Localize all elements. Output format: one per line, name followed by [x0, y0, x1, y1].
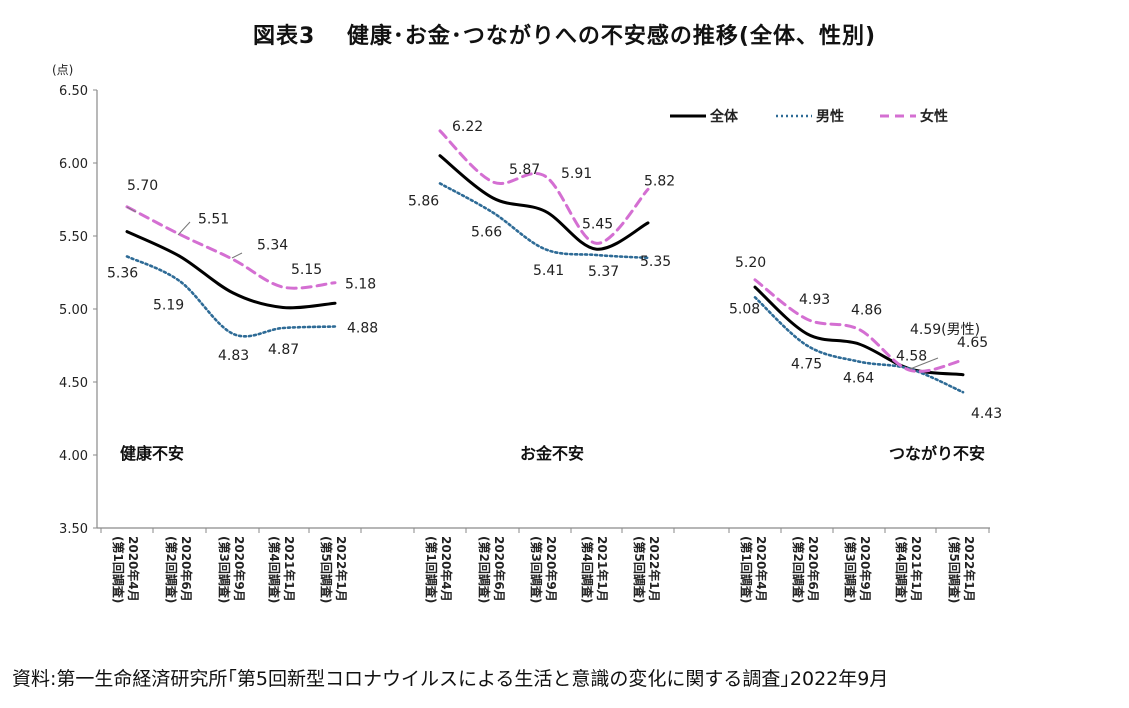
data-label-男性: 5.19	[153, 297, 184, 313]
series-line-女性	[753, 278, 965, 373]
x-tick-label-date: 2021年1月	[909, 536, 924, 602]
y-axis-unit: (点)	[52, 63, 73, 77]
y-tick-label: 5.50	[59, 230, 88, 245]
data-label-男性: 5.35	[640, 254, 671, 270]
x-tick-label-survey: (第5回調査)	[947, 536, 962, 603]
data-label-女性: 5.87	[509, 162, 540, 178]
data-label-女性: 5.34	[257, 237, 288, 253]
data-label-女性: 5.91	[561, 166, 592, 182]
x-tick-label-survey: (第5回調査)	[632, 536, 647, 603]
x-tick-label-survey: (第1回調査)	[111, 536, 126, 603]
x-tick-label-date: 2020年9月	[858, 536, 873, 602]
data-label-女性: 5.20	[735, 255, 766, 271]
y-tick-label: 4.50	[59, 376, 88, 391]
y-tick-label: 6.50	[59, 84, 88, 99]
x-tick-label-date: 2022年1月	[647, 536, 662, 602]
series-line-男性	[753, 296, 965, 394]
chart-title: 図表3 健康･お金･つながりへの不安感の推移(全体、性別)	[252, 24, 877, 49]
data-label-男性: 5.08	[729, 301, 760, 317]
data-label-女性: 5.15	[291, 262, 322, 278]
series-line-男性	[438, 182, 650, 260]
x-tick-label-date: 2022年1月	[962, 536, 977, 602]
x-tick-label-survey: (第1回調査)	[424, 536, 439, 603]
x-tick-label-survey: (第5回調査)	[319, 536, 334, 603]
data-label-女性: 5.45	[582, 216, 613, 232]
data-label-leader	[909, 357, 939, 370]
series-line-男性	[125, 255, 337, 338]
x-tick-label-date: 2021年1月	[282, 536, 297, 602]
x-tick-label-survey: (第4回調査)	[580, 536, 595, 603]
x-tick-label-survey: (第3回調査)	[529, 536, 544, 603]
panel-label: 健康不安	[120, 444, 184, 463]
x-tick-label-date: 2022年1月	[334, 536, 349, 602]
x-tick-label-survey: (第4回調査)	[267, 536, 282, 603]
x-tick-label-survey: (第1回調査)	[739, 536, 754, 603]
x-tick-label-survey: (第2回調査)	[477, 536, 492, 603]
data-label-leader	[231, 252, 243, 259]
series-line-全体	[125, 230, 337, 310]
data-label-女性: 4.58	[896, 348, 927, 364]
x-tick-label-survey: (第4回調査)	[894, 536, 909, 603]
panel-label: お金不安	[520, 444, 584, 463]
legend-label-全体: 全体	[709, 108, 739, 125]
data-label-leader	[126, 206, 137, 213]
x-tick-label-date: 2020年6月	[492, 536, 507, 602]
x-tick-label-survey: (第2回調査)	[791, 536, 806, 603]
data-label-女性: 4.93	[799, 292, 830, 308]
data-label-男性: 5.86	[408, 193, 439, 209]
x-tick-label-date: 2020年9月	[232, 536, 247, 602]
data-label-男性: 5.66	[471, 225, 502, 241]
y-tick-label: 4.00	[59, 449, 88, 464]
x-tick-label-date: 2020年6月	[806, 536, 821, 602]
x-tick-label-date: 2020年6月	[179, 536, 194, 602]
data-label-男性: 5.36	[107, 265, 138, 281]
x-tick-label-date: 2020年9月	[544, 536, 559, 602]
x-tick-label-date: 2020年4月	[126, 536, 141, 602]
data-label-leader	[177, 221, 191, 236]
data-label-男性: 5.41	[533, 263, 564, 279]
legend-label-女性: 女性	[920, 108, 948, 125]
x-tick-label-survey: (第2回調査)	[164, 536, 179, 603]
x-tick-label-date: 2021年1月	[595, 536, 610, 602]
x-tick-label-survey: (第3回調査)	[843, 536, 858, 603]
data-label-男性: 5.37	[588, 264, 619, 280]
data-label-女性: 5.82	[644, 173, 675, 189]
data-label-女性: 5.18	[345, 277, 376, 293]
series-line-女性	[438, 129, 650, 245]
data-label-女性: 4.65	[957, 335, 988, 351]
legend-label-男性: 男性	[816, 108, 844, 125]
data-label-男性: 4.75	[791, 357, 822, 373]
data-label-女性: 4.86	[851, 302, 882, 318]
data-label-女性: 6.22	[452, 119, 483, 135]
x-tick-label-date: 2020年4月	[439, 536, 454, 602]
data-label-男性: 4.87	[268, 342, 299, 358]
x-tick-label-date: 2020年4月	[754, 536, 769, 602]
y-tick-label: 6.00	[59, 157, 88, 172]
data-label-男性: 4.83	[218, 348, 249, 364]
data-label-女性: 5.70	[127, 178, 158, 194]
data-label-女性: 5.51	[198, 212, 229, 228]
data-label-男性: 4.88	[347, 321, 378, 337]
y-tick-label: 3.50	[59, 522, 88, 537]
data-label-男性: 4.59(男性)	[910, 322, 980, 338]
x-tick-label-survey: (第3回調査)	[217, 536, 232, 603]
panel-label: つながり不安	[889, 444, 985, 463]
source-note: 資料:第一生命経済研究所｢第5回新型コロナウイルスによる生活と意識の変化に関する…	[12, 668, 889, 690]
data-label-男性: 4.64	[843, 371, 874, 387]
y-tick-label: 5.00	[59, 303, 88, 318]
data-label-男性: 4.43	[971, 406, 1002, 422]
series-line-全体	[438, 154, 650, 251]
